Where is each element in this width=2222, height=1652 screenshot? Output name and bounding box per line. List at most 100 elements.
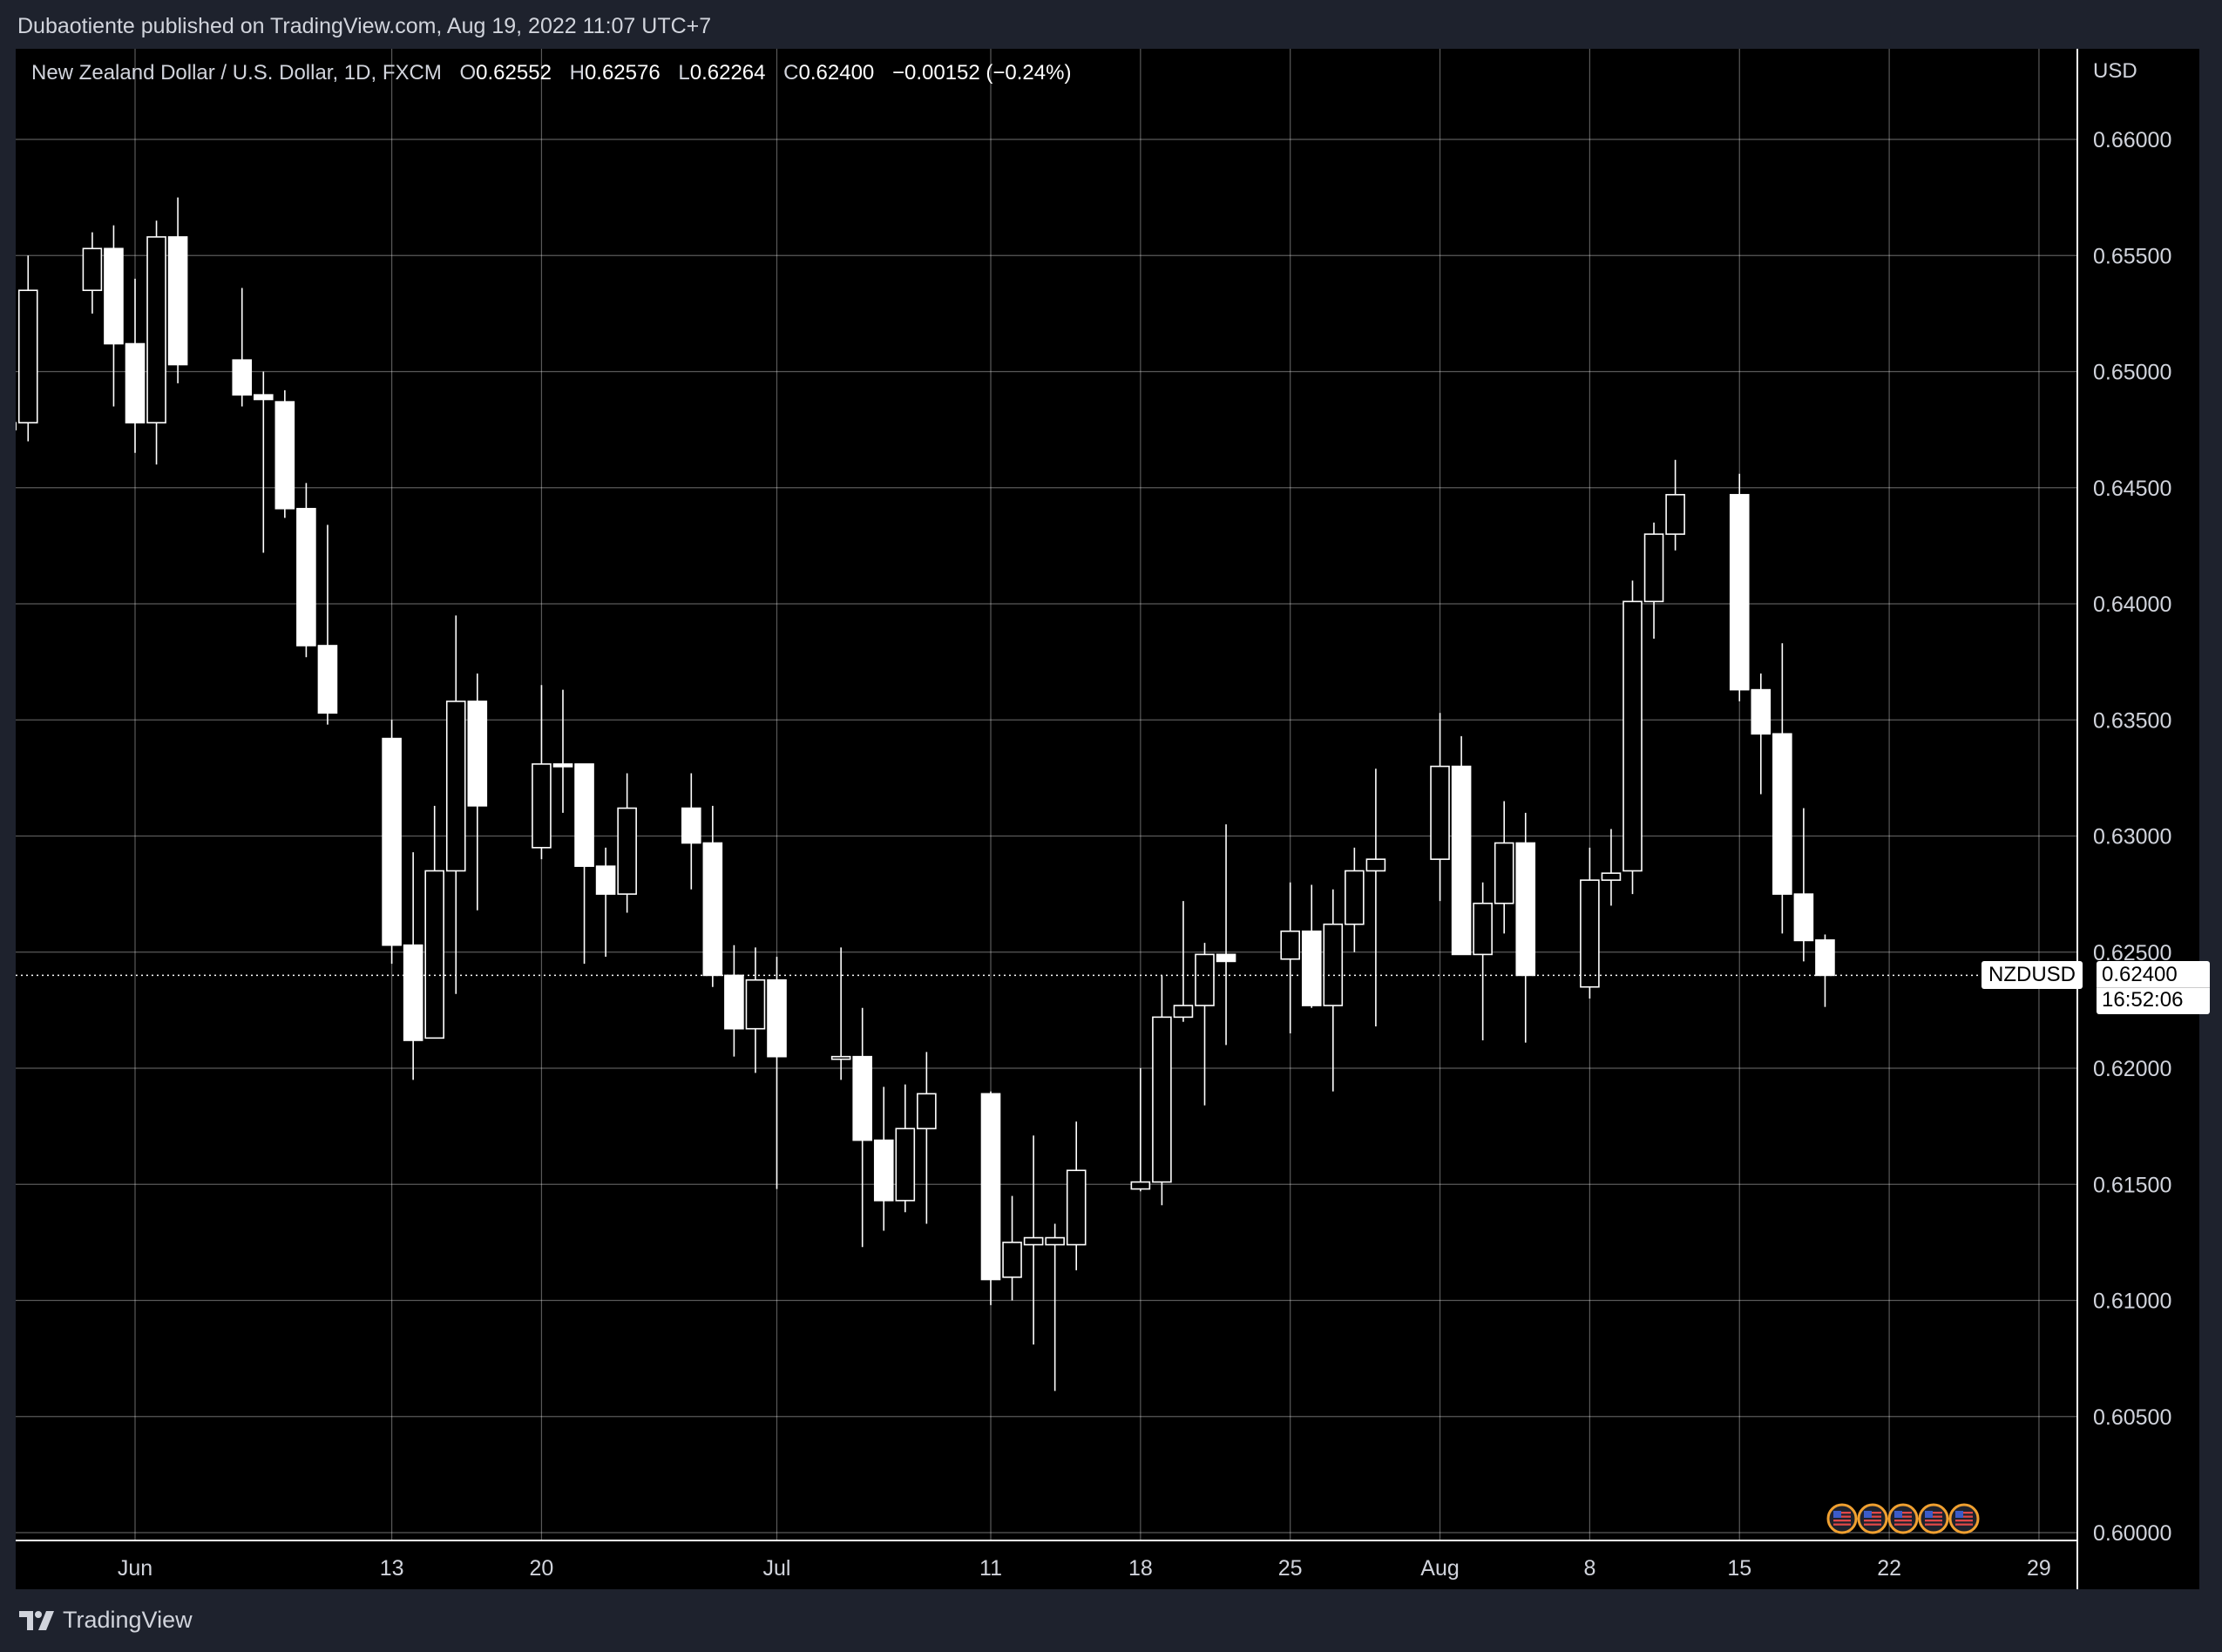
time-tick-label[interactable]: 15: [1727, 1556, 1751, 1581]
candlestick-chart[interactable]: 0.60000 0.60500 0.61000 0.61500 0.62000 0.625…: [16, 49, 2199, 1589]
candle-body-up: [830, 1055, 851, 1060]
candles: [16, 197, 1835, 1391]
candle-body-up: [1580, 879, 1600, 988]
flag-stripe: [1864, 1512, 1881, 1514]
tradingview-logo-icon: [19, 1610, 54, 1630]
candle: [1772, 643, 1792, 934]
candle-body-down: [1751, 688, 1772, 735]
candle: [403, 852, 423, 1080]
candle: [1045, 1223, 1065, 1391]
flag-stripe: [1833, 1523, 1851, 1526]
time-tick-label[interactable]: 8: [1583, 1556, 1595, 1581]
us-flag-icon[interactable]: [1948, 1503, 1980, 1534]
price-axis-labels[interactable]: 0.60000 0.60500 0.61000 0.61500 0.62000 0.625…: [2093, 128, 2171, 1546]
symbol-legend[interactable]: New Zealand Dollar / U.S. Dollar, 1D, FX…: [31, 61, 1071, 85]
us-flag-icon[interactable]: [1826, 1503, 1858, 1534]
price-tick-label[interactable]: 0.64500: [2093, 477, 2171, 501]
price-tick-label[interactable]: 0.65000: [2093, 361, 2171, 385]
price-tick-label[interactable]: 0.62500: [2093, 941, 2171, 965]
flag-stripe: [1833, 1520, 1851, 1522]
flag-canton: [1894, 1511, 1902, 1518]
candle-body-down: [980, 1093, 1001, 1281]
candle-body-up: [17, 289, 38, 423]
candle-body-up: [1066, 1169, 1087, 1246]
candle: [1280, 882, 1300, 1034]
flag-ring: [1918, 1503, 1949, 1534]
grid-lines: [16, 49, 2077, 1540]
time-tick-label[interactable]: Jul: [763, 1556, 791, 1581]
flag-stripe: [1864, 1523, 1881, 1526]
legend-close: 0.62400: [798, 61, 875, 85]
time-tick-label[interactable]: Aug: [1420, 1556, 1459, 1581]
time-tick-label[interactable]: 20: [530, 1556, 554, 1581]
chart-frame[interactable]: 0.60000 0.60500 0.61000 0.61500 0.62000 0.625…: [16, 49, 2210, 1589]
candle: [1152, 975, 1172, 1206]
axis-lines: [16, 49, 2078, 1589]
time-tick-label[interactable]: 18: [1128, 1556, 1153, 1581]
price-tick-label[interactable]: 0.63500: [2093, 708, 2171, 733]
currency-label[interactable]: USD: [2093, 59, 2137, 83]
time-tick-label[interactable]: 13: [380, 1556, 404, 1581]
candle-body-up: [1430, 765, 1450, 860]
flag-canton: [1833, 1511, 1841, 1518]
candle-body-up: [745, 978, 766, 1030]
candle-body-up: [1152, 1016, 1172, 1183]
price-tick-label[interactable]: 0.60500: [2093, 1405, 2171, 1430]
brand[interactable]: TradingView: [17, 1607, 193, 1634]
candle: [1195, 943, 1215, 1106]
candle: [724, 944, 744, 1057]
candle: [830, 947, 851, 1080]
candle: [852, 1007, 873, 1248]
time-tick-label[interactable]: Jun: [118, 1556, 152, 1581]
flag-stripe: [1955, 1520, 1973, 1522]
price-tick-label[interactable]: 0.65500: [2093, 244, 2171, 268]
candle: [82, 232, 103, 314]
candle-body-up: [1622, 600, 1643, 872]
price-tick-label[interactable]: 0.61000: [2093, 1290, 2171, 1314]
candle: [1451, 735, 1472, 956]
time-tick-label[interactable]: 11: [979, 1556, 1002, 1581]
time-tick-label[interactable]: 29: [2027, 1556, 2051, 1581]
candle: [1751, 673, 1772, 795]
candle-body-up: [917, 1093, 937, 1130]
price-tick-label[interactable]: 0.66000: [2093, 128, 2171, 152]
candle-body-up: [1130, 1181, 1151, 1190]
time-axis-labels[interactable]: Jun 13 20 Jul 11 18 25 Aug 8 15 22 29: [118, 1556, 2051, 1581]
candle: [1301, 884, 1322, 1008]
us-flag-icon[interactable]: [1887, 1503, 1919, 1534]
candle-body-down: [574, 763, 594, 867]
candle-body-up: [1002, 1242, 1022, 1278]
price-tick-label[interactable]: 0.64000: [2093, 592, 2171, 617]
candle-body-down: [1451, 765, 1472, 956]
candle-body-down: [1515, 842, 1536, 977]
price-tick-label[interactable]: 0.63000: [2093, 825, 2171, 850]
candle: [317, 525, 338, 725]
price-tick-label[interactable]: 0.62000: [2093, 1057, 2171, 1081]
candle-body-down: [317, 645, 338, 714]
candle: [382, 720, 402, 965]
price-tick-label[interactable]: 0.61500: [2093, 1173, 2171, 1197]
candle-body-up: [1665, 493, 1685, 535]
candle-body-down: [274, 401, 295, 510]
candle: [1365, 768, 1386, 1027]
candle-body-up: [146, 236, 166, 423]
time-tick-label[interactable]: 22: [1877, 1556, 1901, 1581]
economic-events[interactable]: [1826, 1503, 1980, 1534]
candle: [1494, 801, 1514, 934]
us-flag-icon[interactable]: [1918, 1503, 1949, 1534]
candle: [980, 1091, 1001, 1305]
candle: [1323, 889, 1344, 1092]
candle: [1815, 934, 1835, 1007]
candle: [1173, 901, 1194, 1022]
candle-body-up: [1643, 533, 1664, 603]
flag-stripe: [1955, 1512, 1973, 1514]
candle: [232, 288, 253, 407]
price-tick-label[interactable]: 0.60000: [2093, 1521, 2171, 1546]
flag-stripe: [1925, 1515, 1942, 1518]
legend-low: 0.62264: [689, 61, 766, 85]
time-tick-label[interactable]: 25: [1278, 1556, 1303, 1581]
flag-stripe: [1955, 1523, 1973, 1526]
candle-body-down: [1772, 733, 1792, 895]
flag-stripe: [1864, 1520, 1881, 1522]
us-flag-icon[interactable]: [1857, 1503, 1888, 1534]
